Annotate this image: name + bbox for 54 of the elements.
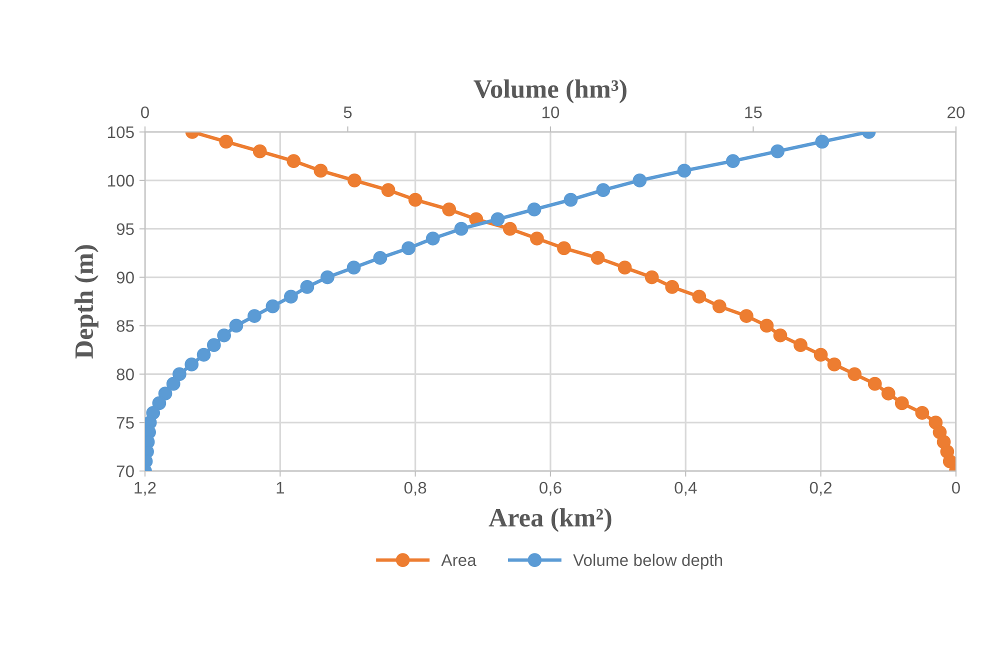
y-tick-label: 100 <box>108 174 134 187</box>
point <box>868 376 882 391</box>
point <box>881 386 896 400</box>
x-tick-label: 0,8 <box>404 482 426 496</box>
legend-label: Area <box>441 554 476 566</box>
point <box>252 144 267 158</box>
x-tick-label: 0,2 <box>810 482 832 496</box>
y-tick-label: 95 <box>116 223 134 236</box>
point <box>942 454 956 468</box>
x2-tick-label: 5 <box>344 106 352 118</box>
point <box>644 270 659 284</box>
point <box>827 358 842 372</box>
point <box>814 348 828 362</box>
point <box>915 406 930 420</box>
x-tick-label: 1,2 <box>134 482 156 496</box>
x2-tick-label: 0 <box>141 106 149 118</box>
point <box>794 338 808 352</box>
point <box>219 134 234 149</box>
point <box>314 164 328 178</box>
y-tick-label: 90 <box>116 272 134 284</box>
point <box>348 173 362 188</box>
point <box>590 250 605 265</box>
x2-tick-label: 10 <box>542 106 560 118</box>
x2-axis-title: Volume (hm³) <box>474 79 626 104</box>
point <box>712 299 726 314</box>
point <box>848 367 862 382</box>
point <box>557 241 571 256</box>
x-axis-title: Area (km²) <box>488 508 612 532</box>
point <box>442 202 456 216</box>
x-tick-label: 0,4 <box>674 482 697 496</box>
y-axis-title: Depth (m) <box>74 245 98 359</box>
point <box>381 183 396 198</box>
point <box>740 309 754 323</box>
y-tick-label: 105 <box>108 126 134 138</box>
y-tick-label: 85 <box>116 320 134 332</box>
point <box>286 154 301 168</box>
y-tick-label: 75 <box>116 417 134 429</box>
point <box>760 318 774 333</box>
point <box>530 232 544 246</box>
x-tick-label: 1 <box>276 482 284 494</box>
point <box>502 222 517 236</box>
y-tick-label: 80 <box>116 368 134 380</box>
x2-tick-label: 20 <box>948 106 965 118</box>
x-tick-label: 0,6 <box>540 482 562 496</box>
x-tick-label: 0 <box>952 482 960 494</box>
legend-label: Volume below depth <box>573 554 722 570</box>
y-tick-label: 70 <box>116 465 134 478</box>
point <box>618 260 632 275</box>
point <box>665 280 680 294</box>
point <box>408 192 422 207</box>
x2-tick-label: 15 <box>745 106 762 118</box>
point <box>692 290 706 304</box>
point <box>894 396 909 410</box>
point <box>773 328 788 342</box>
